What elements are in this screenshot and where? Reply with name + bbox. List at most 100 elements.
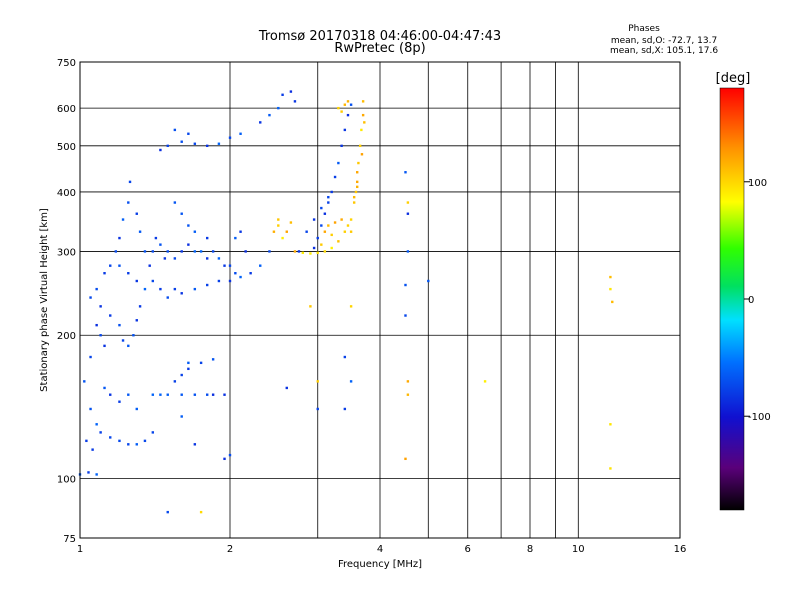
data-point bbox=[151, 279, 155, 283]
data-point bbox=[289, 221, 293, 224]
data-point bbox=[99, 305, 102, 308]
data-point bbox=[277, 224, 280, 227]
x-tick-label: 4 bbox=[377, 544, 383, 555]
grid-lines bbox=[79, 61, 681, 539]
colorbar-ticks: 100 0 -100 bbox=[744, 178, 771, 423]
data-point bbox=[193, 230, 197, 233]
data-point bbox=[187, 132, 190, 135]
data-point bbox=[193, 443, 197, 446]
data-point bbox=[103, 386, 106, 390]
data-point bbox=[205, 144, 209, 148]
data-point bbox=[337, 240, 340, 243]
data-point bbox=[118, 400, 121, 403]
data-point bbox=[187, 243, 190, 246]
data-point bbox=[333, 221, 337, 224]
data-point bbox=[151, 431, 155, 434]
data-point bbox=[281, 236, 284, 240]
data-point bbox=[343, 230, 347, 233]
data-point bbox=[127, 443, 130, 446]
x-tick-label: 8 bbox=[527, 544, 533, 555]
data-point bbox=[166, 250, 169, 253]
chart-title: Tromsø 20170318 04:46:00-04:47:43 bbox=[258, 29, 501, 44]
data-point bbox=[277, 106, 280, 110]
data-point bbox=[166, 510, 169, 514]
data-point bbox=[406, 212, 410, 215]
data-point bbox=[349, 103, 353, 106]
data-point bbox=[609, 423, 612, 426]
data-point bbox=[143, 439, 147, 443]
data-point bbox=[132, 334, 135, 337]
data-point bbox=[333, 175, 337, 179]
data-point bbox=[358, 144, 362, 148]
data-point bbox=[193, 142, 197, 145]
data-point bbox=[305, 230, 308, 233]
data-point bbox=[193, 250, 197, 253]
data-point bbox=[239, 230, 242, 233]
data-point bbox=[234, 236, 237, 240]
data-point bbox=[323, 230, 327, 233]
x-tick-label: 6 bbox=[465, 544, 471, 555]
data-point bbox=[127, 393, 130, 396]
legend-title: Phases bbox=[628, 24, 660, 34]
data-point bbox=[285, 230, 288, 233]
data-point bbox=[217, 279, 221, 283]
data-point bbox=[406, 250, 410, 253]
data-point bbox=[173, 257, 177, 260]
data-point bbox=[337, 106, 340, 110]
data-point bbox=[343, 355, 347, 359]
data-point bbox=[205, 257, 209, 260]
data-point bbox=[89, 355, 92, 359]
data-point bbox=[349, 380, 353, 383]
data-point bbox=[316, 380, 319, 383]
data-point bbox=[118, 264, 121, 267]
data-point bbox=[199, 510, 203, 514]
data-point bbox=[320, 224, 323, 227]
data-point bbox=[349, 305, 353, 308]
data-point bbox=[609, 275, 612, 279]
x-tick-label: 10 bbox=[572, 544, 585, 555]
data-point bbox=[199, 250, 203, 253]
data-point bbox=[180, 373, 183, 377]
x-axis-label: Frequency [MHz] bbox=[338, 559, 422, 570]
data-point bbox=[135, 407, 138, 411]
data-point bbox=[95, 423, 98, 426]
data-point bbox=[95, 473, 98, 476]
plot-frame bbox=[79, 61, 681, 539]
data-point bbox=[285, 386, 288, 390]
data-point bbox=[340, 144, 343, 148]
data-point bbox=[128, 180, 132, 184]
data-point bbox=[330, 190, 333, 194]
data-point bbox=[327, 195, 330, 199]
data-point bbox=[316, 407, 319, 411]
data-point bbox=[109, 264, 112, 267]
data-point bbox=[355, 180, 359, 184]
data-point bbox=[349, 230, 353, 233]
data-point bbox=[99, 431, 102, 434]
data-point bbox=[159, 393, 162, 396]
data-point bbox=[217, 142, 221, 145]
data-point bbox=[349, 218, 353, 221]
y-tick-label: 100 bbox=[57, 475, 76, 486]
data-point bbox=[346, 113, 350, 117]
x-tick-label: 2 bbox=[227, 544, 233, 555]
data-point bbox=[180, 212, 183, 215]
data-point bbox=[180, 140, 183, 143]
data-point bbox=[193, 393, 197, 396]
data-point bbox=[211, 358, 215, 361]
data-points bbox=[78, 90, 614, 514]
data-point bbox=[159, 243, 162, 246]
data-point bbox=[352, 195, 356, 199]
data-point bbox=[173, 128, 177, 132]
data-point bbox=[173, 201, 177, 204]
data-point bbox=[180, 250, 183, 253]
data-point bbox=[268, 113, 271, 117]
data-point bbox=[361, 113, 365, 117]
data-point bbox=[211, 393, 215, 396]
data-point bbox=[135, 319, 138, 322]
data-point bbox=[127, 272, 130, 275]
data-point bbox=[228, 264, 232, 267]
data-point bbox=[259, 121, 262, 124]
data-point bbox=[103, 344, 106, 348]
data-point bbox=[354, 190, 358, 194]
data-point bbox=[330, 246, 333, 250]
